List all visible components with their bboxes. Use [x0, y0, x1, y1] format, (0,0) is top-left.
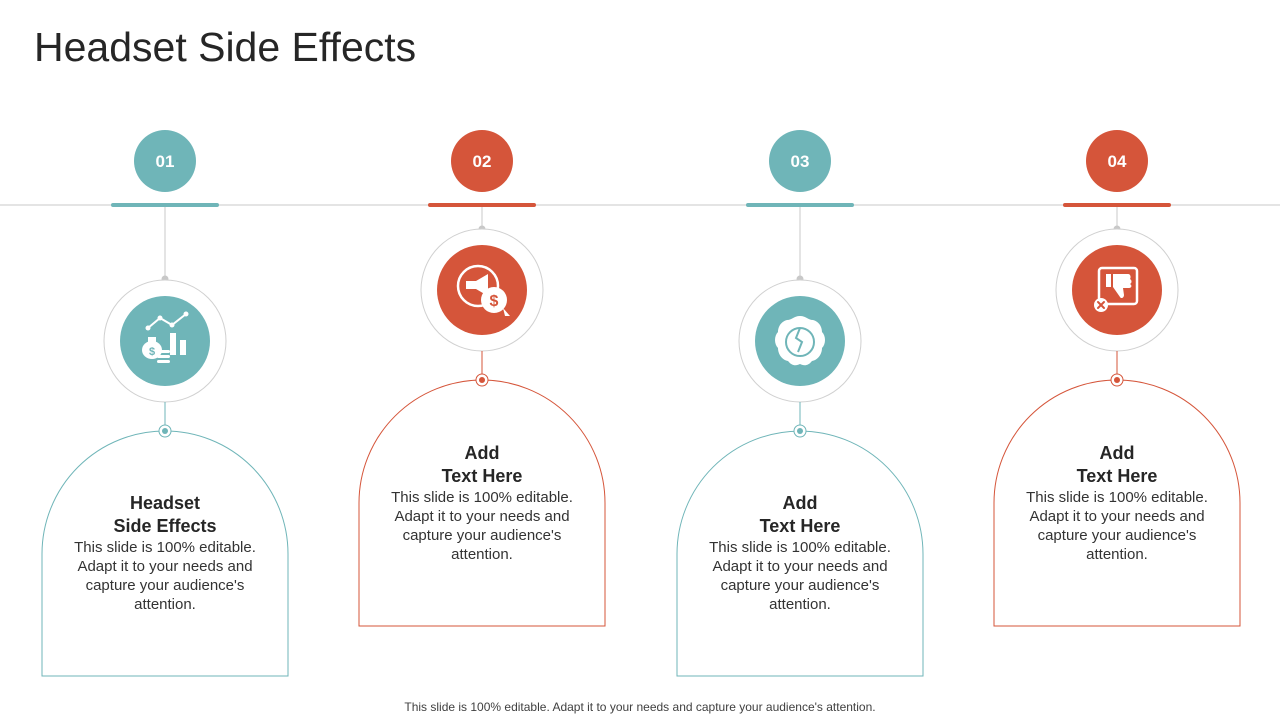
step-2-card-dot: [479, 377, 485, 383]
svg-text:$: $: [490, 293, 499, 310]
step-2-body: This slide is 100% editable. Adapt it to…: [391, 489, 573, 563]
step-4-body: This slide is 100% editable. Adapt it to…: [1026, 489, 1208, 563]
step-4-card-dot: [1114, 377, 1120, 383]
step-1: 01 $: [41, 130, 289, 677]
thumbs-down-icon: [1094, 266, 1139, 312]
step-1-number-badge: [134, 130, 196, 192]
step-2-number-badge: [451, 130, 513, 192]
step-1-text: Headset Side Effects This slide is 100% …: [65, 492, 265, 614]
page-title: Headset Side Effects: [34, 24, 417, 70]
brain-icon: [775, 316, 825, 366]
step-4-number: 04: [1108, 152, 1127, 171]
step-2-heading-line-1: Add: [464, 443, 500, 463]
step-4-number-badge: [1086, 130, 1148, 192]
step-4: 04: [993, 130, 1241, 627]
step-4-text: Add Text Here This slide is 100% editabl…: [1017, 442, 1217, 564]
step-3: 03: [676, 130, 924, 677]
step-3-number-badge: [769, 130, 831, 192]
svg-text:$: $: [149, 346, 155, 358]
step-4-heading-line-1: Add: [1099, 443, 1135, 463]
footer-note: This slide is 100% editable. Adapt it to…: [404, 700, 876, 714]
step-1-heading-line-1: Headset: [129, 493, 201, 513]
step-2-text: Add Text Here This slide is 100% editabl…: [382, 442, 582, 564]
step-1-number: 01: [156, 152, 175, 171]
step-2-number: 02: [473, 152, 492, 171]
step-2: 02 $: [358, 130, 606, 627]
step-4-heading-line-2: Text Here: [1076, 466, 1158, 486]
step-3-heading-line-1: Add: [782, 493, 818, 513]
step-3-text: Add Text Here This slide is 100% editabl…: [700, 492, 900, 614]
step-1-card-dot: [162, 428, 168, 434]
step-1-heading-line-2: Side Effects: [113, 516, 217, 536]
step-1-body: This slide is 100% editable. Adapt it to…: [74, 539, 256, 613]
step-3-body: This slide is 100% editable. Adapt it to…: [709, 539, 891, 613]
money-bag-chart-icon: $: [142, 311, 189, 363]
step-1-icon-circle: [120, 296, 210, 386]
step-3-heading-line-2: Text Here: [759, 516, 841, 536]
step-2-heading-line-2: Text Here: [441, 466, 523, 486]
megaphone-dollar-icon: $: [456, 264, 510, 316]
step-3-number: 03: [791, 152, 810, 171]
step-3-card-dot: [797, 428, 803, 434]
